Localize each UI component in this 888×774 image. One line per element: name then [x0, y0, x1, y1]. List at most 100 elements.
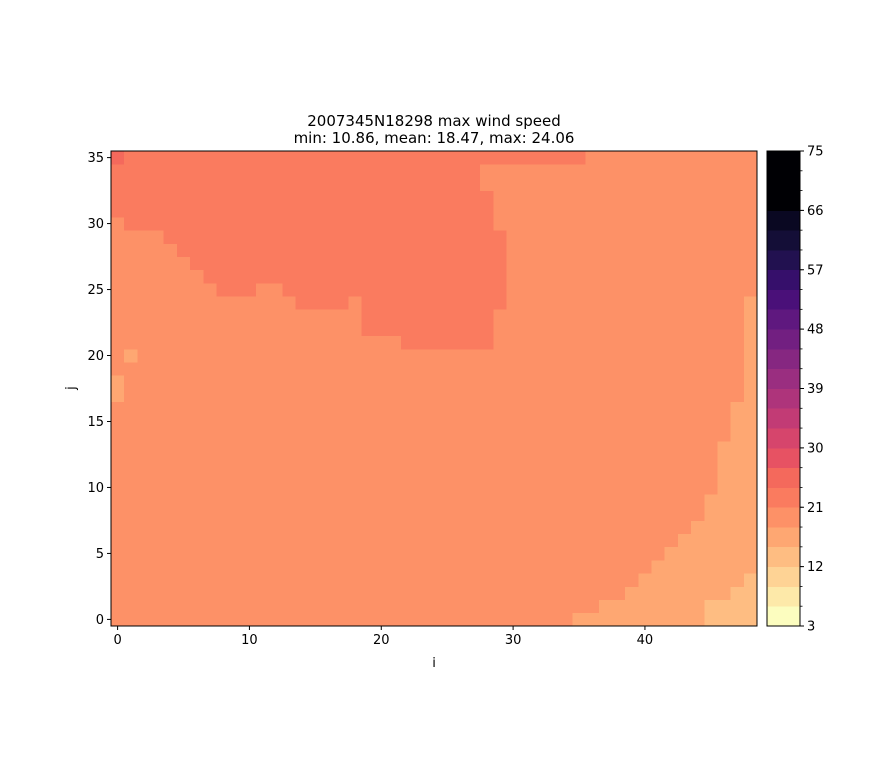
heatmap-cell	[256, 586, 270, 601]
heatmap-cell	[427, 507, 441, 521]
heatmap-cell	[559, 401, 573, 416]
heatmap-cell	[704, 256, 718, 271]
heatmap-cell	[256, 520, 270, 535]
heatmap-cell	[493, 177, 507, 191]
heatmap-cell	[282, 533, 296, 548]
heatmap-cell	[124, 164, 138, 178]
heatmap-cell	[150, 335, 165, 350]
heatmap-cell	[321, 203, 336, 218]
heatmap-cell	[691, 441, 705, 455]
heatmap-cell	[321, 322, 336, 337]
heatmap-cell	[374, 401, 389, 416]
heatmap-cell	[348, 177, 362, 191]
heatmap-cell	[638, 428, 652, 442]
heatmap-cell	[730, 560, 745, 574]
heatmap-cell	[348, 164, 362, 178]
heatmap-cell	[124, 296, 138, 310]
heatmap-cell	[651, 599, 666, 614]
heatmap-cell	[203, 216, 217, 231]
heatmap-cell	[124, 414, 138, 429]
heatmap-cell	[176, 296, 191, 310]
heatmap-cell	[611, 428, 626, 442]
heatmap-cell	[717, 177, 732, 191]
heatmap-cell	[216, 362, 231, 376]
heatmap-cell	[190, 494, 204, 508]
heatmap-cell	[611, 612, 626, 627]
heatmap-cell	[559, 507, 573, 521]
heatmap-cell	[150, 507, 165, 521]
heatmap-cell	[229, 230, 244, 244]
heatmap-cell	[638, 177, 652, 191]
heatmap-cell	[176, 494, 191, 508]
heatmap-cell	[401, 216, 415, 231]
heatmap-cell	[546, 494, 560, 508]
heatmap-cell	[361, 441, 376, 455]
heatmap-cell	[506, 573, 521, 587]
heatmap-cell	[440, 269, 455, 284]
heatmap-cell	[480, 612, 494, 627]
heatmap-cell	[506, 533, 521, 548]
heatmap-cell	[546, 348, 560, 363]
heatmap-cell	[427, 428, 441, 442]
heatmap-cell	[730, 401, 745, 416]
heatmap-cell	[453, 309, 468, 323]
heatmap-cell	[598, 573, 613, 587]
heatmap-cell	[348, 362, 362, 376]
heatmap-cell	[282, 203, 296, 218]
heatmap-cell	[269, 177, 283, 191]
heatmap-cell	[572, 599, 587, 614]
heatmap-cell	[401, 322, 415, 337]
heatmap-cell	[493, 309, 507, 323]
heatmap-cell	[242, 190, 257, 205]
heatmap-cell	[625, 480, 639, 495]
heatmap-cell	[638, 348, 652, 363]
heatmap-cell	[282, 348, 296, 363]
colorbar-segment	[767, 289, 800, 310]
heatmap-cell	[506, 612, 521, 627]
heatmap-cell	[532, 401, 547, 416]
heatmap-cell	[163, 388, 178, 403]
heatmap-cell	[453, 494, 468, 508]
heatmap-cell	[572, 335, 587, 350]
heatmap-cell	[387, 573, 402, 587]
heatmap-cell	[190, 151, 204, 165]
heatmap-cell	[559, 151, 573, 165]
heatmap-cell	[124, 322, 138, 337]
heatmap-cell	[453, 612, 468, 627]
heatmap-cell	[308, 282, 323, 297]
heatmap-cell	[585, 230, 600, 244]
heatmap-cell	[559, 282, 573, 297]
heatmap-cell	[229, 177, 244, 191]
heatmap-cell	[374, 348, 389, 363]
heatmap-cell	[572, 507, 587, 521]
heatmap-cell	[124, 401, 138, 416]
heatmap-cell	[176, 335, 191, 350]
heatmap-cell	[598, 177, 613, 191]
heatmap-cell	[203, 151, 217, 165]
heatmap-cell	[598, 190, 613, 205]
heatmap-cell	[717, 520, 732, 535]
heatmap-cell	[216, 243, 231, 257]
heatmap-cell	[348, 560, 362, 574]
heatmap-cell	[335, 480, 349, 495]
heatmap-cell	[256, 243, 270, 257]
heatmap-cell	[163, 269, 178, 284]
heatmap-cell	[625, 507, 639, 521]
heatmap-cell	[387, 243, 402, 257]
heatmap-cell	[321, 190, 336, 205]
heatmap-cell	[651, 546, 666, 561]
heatmap-cell	[111, 348, 125, 363]
heatmap-cell	[519, 454, 534, 469]
heatmap-cell	[295, 546, 310, 561]
heatmap-cell	[361, 401, 376, 416]
heatmap-cell	[453, 269, 468, 284]
heatmap-cell	[401, 573, 415, 587]
heatmap-cell	[585, 560, 600, 574]
heatmap-cell	[256, 546, 270, 561]
heatmap-cell	[453, 362, 468, 376]
heatmap-cell	[150, 401, 165, 416]
heatmap-cell	[546, 599, 560, 614]
heatmap-cell	[150, 599, 165, 614]
